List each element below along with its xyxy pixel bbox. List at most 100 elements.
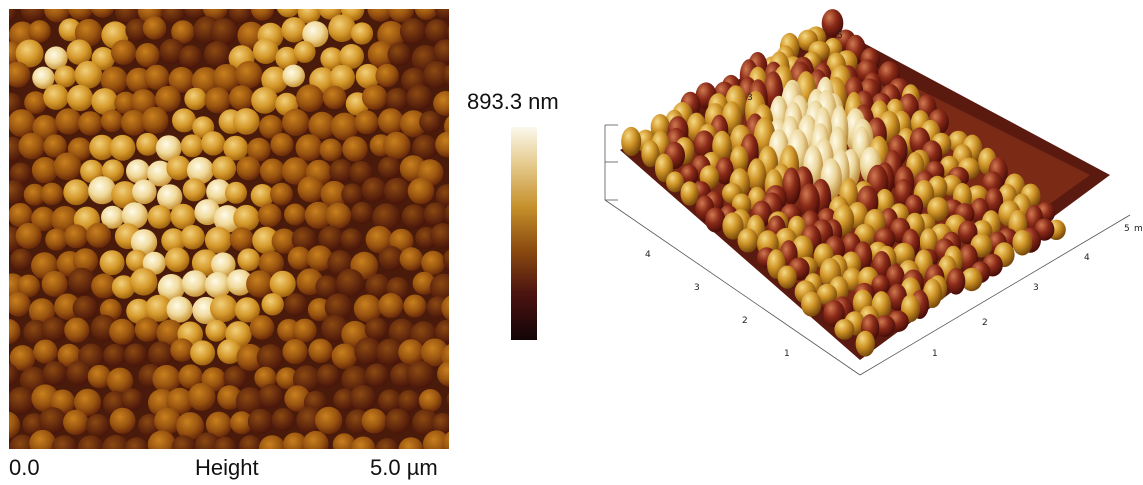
grain: [147, 430, 176, 449]
grain: [67, 9, 94, 20]
grain: [254, 366, 277, 389]
grain: [399, 18, 427, 45]
grain: [101, 205, 124, 229]
grain: [99, 250, 125, 276]
surface-peak: [821, 9, 844, 38]
grain: [429, 273, 449, 302]
surface-peak: [984, 187, 1004, 215]
grain: [144, 64, 170, 90]
grain: [361, 408, 387, 434]
grain: [205, 411, 232, 438]
grain: [28, 298, 56, 325]
right-axis-tick: 1: [932, 349, 938, 359]
grain: [223, 366, 247, 390]
grain: [15, 222, 42, 249]
grain: [378, 293, 404, 318]
grain: [229, 227, 254, 252]
grain: [9, 411, 21, 439]
surface-peak: [732, 193, 752, 215]
grain: [166, 155, 191, 181]
grain: [9, 345, 36, 371]
surface-peak: [693, 130, 715, 159]
grain: [204, 41, 231, 68]
grain: [423, 202, 448, 227]
grain: [148, 341, 174, 368]
grain: [125, 18, 149, 42]
grain: [66, 84, 94, 112]
grain: [217, 339, 242, 364]
colorbar-max-label: 893.3 nm: [467, 89, 559, 114]
surface-peak: [730, 145, 749, 174]
left-axis-tick: 4: [645, 250, 651, 260]
grain: [20, 9, 48, 23]
grain: [259, 114, 283, 139]
grain: [433, 39, 449, 65]
grain: [182, 178, 206, 202]
grain: [101, 159, 125, 182]
surface-peak: [919, 228, 938, 256]
grain: [397, 389, 421, 413]
grain: [270, 133, 294, 157]
grain: [42, 361, 68, 386]
grain: [385, 87, 409, 112]
right-axis-tick: 2: [982, 318, 988, 328]
grain: [247, 408, 273, 434]
grain: [246, 270, 274, 298]
grain: [170, 203, 196, 230]
grain: [376, 338, 404, 366]
grain: [400, 110, 427, 138]
surface-peak: [680, 164, 699, 186]
grain: [414, 9, 439, 20]
grain: [282, 108, 310, 136]
grain: [270, 182, 293, 206]
grain: [9, 363, 19, 387]
grain: [142, 16, 167, 40]
grain: [109, 134, 136, 161]
grain: [111, 39, 137, 65]
grain: [210, 18, 238, 46]
grain: [297, 176, 324, 203]
grain: [29, 429, 56, 449]
grain: [18, 132, 45, 160]
grain: [235, 61, 263, 89]
surface-peak: [871, 274, 890, 296]
grain: [407, 177, 435, 205]
surface-peak: [782, 167, 801, 205]
grain: [54, 65, 77, 88]
surface-peak: [715, 157, 734, 185]
surface-peak: [798, 183, 820, 220]
grain: [276, 9, 300, 18]
grain: [378, 389, 402, 413]
grain: [33, 339, 58, 364]
surface-peak: [855, 330, 875, 357]
channel-label: Height: [195, 455, 259, 480]
grain: [261, 66, 289, 94]
grain: [435, 131, 449, 158]
surface-peak: [927, 197, 949, 222]
grain: [412, 134, 438, 160]
grain: [109, 318, 136, 345]
grain: [271, 408, 295, 432]
left-axis-tick: 3: [694, 283, 700, 293]
grain: [152, 364, 181, 393]
grain: [284, 293, 308, 317]
grain: [261, 293, 284, 316]
grain: [213, 205, 242, 233]
grain: [308, 338, 333, 363]
grain: [124, 343, 147, 367]
surface-peak: [885, 264, 905, 291]
grain: [180, 134, 204, 158]
grain: [100, 109, 124, 133]
grain: [282, 64, 306, 88]
grain: [316, 364, 340, 388]
grain: [412, 409, 439, 436]
grain: [375, 63, 399, 88]
grain: [17, 274, 40, 298]
surface-peak: [816, 283, 838, 305]
grain: [205, 319, 228, 342]
grain: [315, 275, 339, 299]
grain: [176, 412, 205, 440]
grain: [161, 9, 186, 25]
grain: [284, 385, 311, 412]
grain: [293, 40, 316, 63]
